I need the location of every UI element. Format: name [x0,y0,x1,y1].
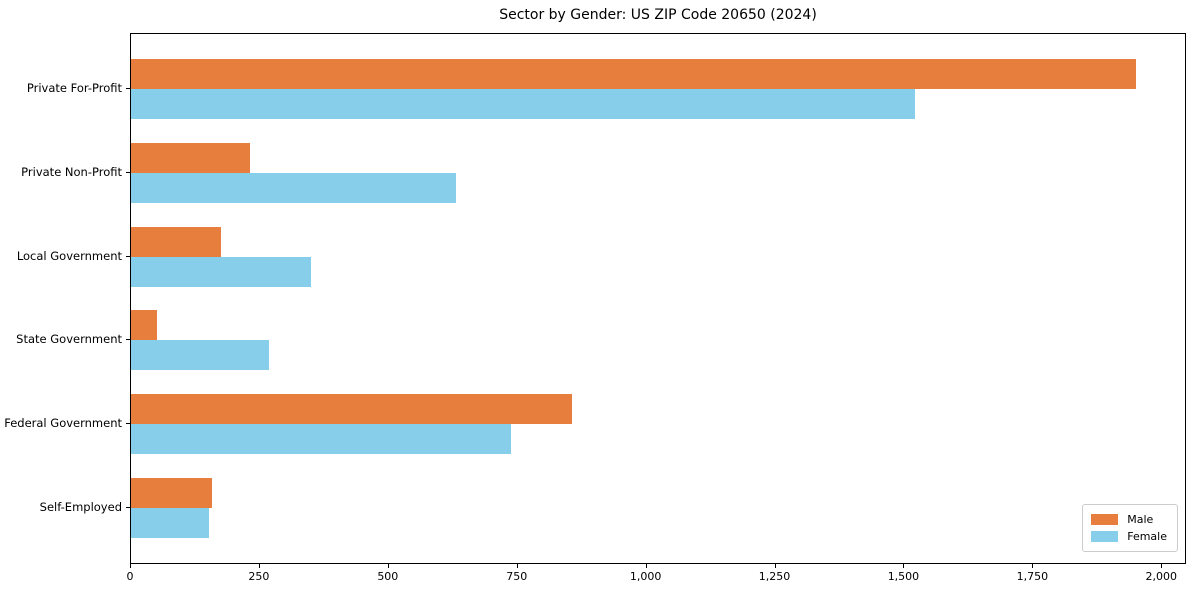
bar-male-local-government [131,226,222,257]
x-tick-label-500: 500 [377,570,399,583]
bar-male-private-non-profit [131,142,250,173]
x-tick-label-750: 750 [506,570,528,583]
legend-label-male: Male [1127,513,1154,526]
bar-female-self-employed [131,507,209,538]
plot-area: Male Female [130,33,1186,564]
legend-entry-female: Female [1091,528,1167,545]
bar-male-state-government [131,310,157,341]
bar-female-state-government [131,340,269,371]
bar-female-private-for-profit [131,89,915,119]
x-tick-label-1500: 1,500 [887,570,920,583]
y-tick-mark [126,255,130,257]
x-tick-mark [903,564,905,568]
y-tick-label-local-government: Local Government [16,248,122,263]
x-tick-mark [774,564,776,568]
bar-female-local-government [131,256,312,287]
bar-male-private-for-profit [131,59,1137,89]
bar-male-federal-government [131,394,572,425]
x-tick-label-1000: 1,000 [629,570,662,583]
x-tick-label-2000: 2,000 [1145,570,1178,583]
legend-swatch-female [1091,531,1119,542]
legend-swatch-male [1091,514,1119,525]
y-tick-mark [126,171,130,173]
y-tick-label-federal-government: Federal Government [4,416,122,431]
y-tick-label-self-employed: Self-Employed [39,499,122,514]
bar-female-private-non-profit [131,172,456,203]
chart-title: Sector by Gender: US ZIP Code 20650 (202… [499,7,817,23]
y-tick-mark [126,339,130,341]
x-tick-mark [130,564,131,568]
x-tick-label-0: 0 [126,570,134,583]
y-tick-mark [126,506,130,508]
x-tick-mark [258,564,260,568]
x-tick-mark [1161,564,1163,568]
y-tick-mark [126,423,130,425]
bar-male-self-employed [131,477,212,508]
bar-female-federal-government [131,424,511,455]
y-tick-mark [126,88,130,89]
legend: Male Female [1082,504,1178,552]
x-tick-label-1250: 1,250 [758,570,791,583]
x-tick-mark [1032,564,1034,568]
legend-entry-male: Male [1091,511,1167,528]
legend-label-female: Female [1127,530,1167,543]
x-tick-mark [387,564,389,568]
y-tick-label-private-non-profit: Private Non-Profit [21,164,122,179]
x-tick-mark [516,564,518,568]
x-tick-mark [645,564,647,568]
y-tick-label-state-government: State Government [16,332,122,347]
x-tick-label-250: 250 [248,570,270,583]
x-tick-label-1750: 1,750 [1016,570,1049,583]
y-tick-label-private-for-profit: Private For-Profit [26,81,122,95]
